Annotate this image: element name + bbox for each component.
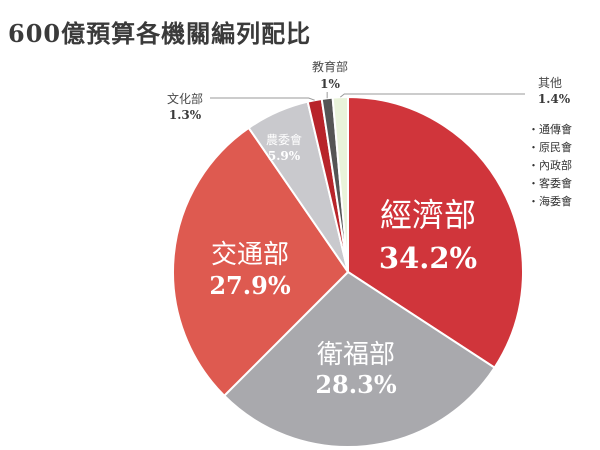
label-other-pct: 1.4% [538, 92, 571, 106]
label-economy-name: 經濟部 [380, 196, 476, 234]
label-health-pct: 28.3% [315, 370, 396, 399]
label-education-pct: 1% [320, 77, 340, 91]
others-item-5: ・海委會 [528, 194, 572, 208]
chart-title: 600億預算各機關編列配比 [8, 19, 312, 48]
label-agri-pct: 5.9% [268, 149, 301, 163]
others-item-1: ・通傳會 [528, 122, 572, 136]
label-economy-pct: 34.2% [379, 241, 477, 275]
label-transport-pct: 27.9% [209, 271, 290, 300]
label-health-name: 衛福部 [317, 340, 395, 370]
others-item-4: ・客委會 [528, 176, 572, 190]
label-culture-pct: 1.3% [169, 108, 202, 122]
pie-slice [172, 126, 350, 398]
leader-line [339, 93, 525, 98]
pie-slice [222, 270, 496, 448]
others-item-3: ・內政部 [528, 158, 572, 172]
label-other-name: 其他 [538, 76, 562, 90]
others-item-2: ・原民會 [528, 140, 572, 154]
label-transport-name: 交通部 [211, 240, 289, 270]
label-culture-name: 文化部 [167, 91, 203, 106]
leader-line [210, 97, 315, 101]
label-agri-name: 農委會 [266, 133, 302, 147]
label-education-name: 教育部 [312, 59, 348, 74]
